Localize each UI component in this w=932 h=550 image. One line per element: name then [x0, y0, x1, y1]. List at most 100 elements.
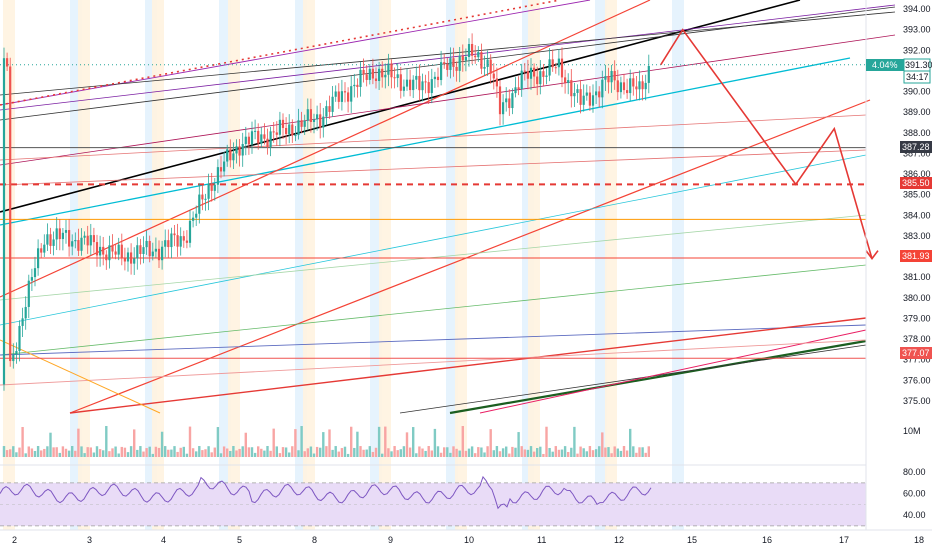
volume-bar: [418, 446, 421, 457]
volume-bar: [337, 451, 340, 457]
volume-bar: [170, 449, 173, 457]
trend-line[interactable]: [0, 149, 867, 186]
level-381-badge: 381.93: [900, 250, 932, 262]
candle-body: [247, 136, 250, 145]
price-axis[interactable]: 394.00393.00392.00391.00390.00389.00388.…: [903, 4, 931, 406]
volume-bar: [105, 426, 108, 457]
candle-body: [455, 66, 458, 71]
projection-arrowhead: [865, 250, 879, 260]
volume-bar: [21, 427, 24, 457]
candle-body: [18, 325, 21, 352]
volume-bar: [579, 446, 582, 457]
horizontal-levels[interactable]: [0, 64, 866, 359]
candle-body: [616, 80, 619, 93]
candle-body: [204, 198, 207, 200]
candle-body: [86, 235, 89, 246]
rsi-tick-label: 40.00: [903, 510, 926, 520]
volume-bar: [325, 446, 328, 457]
candle-body: [347, 92, 350, 102]
session-premarket: [303, 0, 315, 530]
volume-bar: [176, 451, 179, 457]
candle-body: [151, 251, 154, 257]
trend-line[interactable]: [0, 324, 867, 356]
level-387-badge: 387.28: [900, 141, 932, 153]
volume-bar: [563, 446, 567, 457]
candle-body: [37, 248, 40, 269]
volume-bar: [213, 447, 216, 457]
candle-body: [427, 82, 430, 94]
volume-bar: [381, 453, 384, 457]
volume-bar: [145, 448, 148, 457]
volume-bar: [567, 451, 570, 457]
volume-bar: [346, 453, 350, 457]
time-tick-label: 4: [161, 535, 166, 545]
trend-line[interactable]: [0, 114, 867, 161]
trend-line[interactable]: [399, 344, 867, 414]
candle-body: [582, 95, 585, 105]
candle-body: [467, 43, 471, 58]
candle-body: [105, 254, 108, 261]
volume-bar: [238, 448, 241, 457]
volume-bar: [545, 426, 548, 457]
projected-path-line[interactable]: [660, 28, 873, 259]
session-afterhours: [595, 0, 607, 530]
candle-body: [52, 239, 55, 246]
volume-bar: [560, 449, 564, 457]
trend-line[interactable]: [0, 4, 896, 111]
level-385-badge: 385.50: [900, 177, 932, 189]
candlesticks: [2, 33, 650, 391]
price-tick-label: 387.00: [903, 148, 931, 158]
rsi-axis: 80.00 60.00 40.00: [903, 467, 926, 520]
candle-body: [412, 79, 415, 91]
candle-body: [213, 184, 216, 191]
volume-bar: [492, 450, 495, 457]
volume-bar: [598, 446, 601, 457]
trend-line[interactable]: [0, 339, 867, 386]
volume-bar: [102, 450, 105, 457]
candle-body: [254, 130, 257, 132]
trend-line[interactable]: [0, 339, 161, 414]
trend-line[interactable]: [0, 57, 851, 226]
trend-line[interactable]: [69, 317, 867, 414]
trend-line[interactable]: [479, 329, 867, 414]
candle-body: [99, 246, 102, 256]
volume-bar: [43, 448, 46, 457]
rsi-line: [0, 475, 652, 510]
candle-body: [486, 59, 489, 67]
volume-bar: [173, 446, 176, 457]
candle-body: [551, 59, 554, 68]
trend-line[interactable]: [449, 339, 867, 415]
candle-body: [114, 251, 117, 255]
trend-line[interactable]: [0, 11, 896, 96]
candle-body: [126, 252, 130, 262]
volume-bar: [12, 446, 15, 457]
trend-line[interactable]: [0, 214, 867, 301]
volume-bar: [278, 453, 282, 457]
volume-bar: [501, 448, 505, 457]
candle-body: [607, 76, 610, 83]
volume-bar: [601, 432, 604, 457]
trend-line[interactable]: [0, 264, 867, 356]
volume-bar: [260, 448, 263, 457]
trend-line[interactable]: [0, 0, 801, 213]
volume-bar: [30, 448, 34, 457]
trend-lines[interactable]: [0, 0, 896, 415]
volume-bar: [498, 451, 502, 457]
trend-line[interactable]: [0, 0, 561, 106]
trend-line[interactable]: [0, 34, 896, 166]
volume-bar: [402, 446, 406, 457]
time-axis[interactable]: 2 3 4 5 8 9 10 11 12 15 16 17 18: [12, 535, 924, 545]
candle-body: [281, 119, 285, 128]
trend-line[interactable]: [69, 99, 871, 414]
volume-bar: [622, 446, 626, 457]
trend-line[interactable]: [0, 154, 867, 326]
volume-bar: [632, 446, 635, 457]
candle-body: [567, 80, 570, 83]
candle-body: [167, 240, 170, 248]
projected-path[interactable]: [660, 28, 879, 260]
volume-bar: [551, 451, 554, 457]
trend-line[interactable]: [0, 0, 591, 106]
volume-bar: [641, 447, 644, 457]
time-tick-label: 3: [87, 535, 92, 545]
